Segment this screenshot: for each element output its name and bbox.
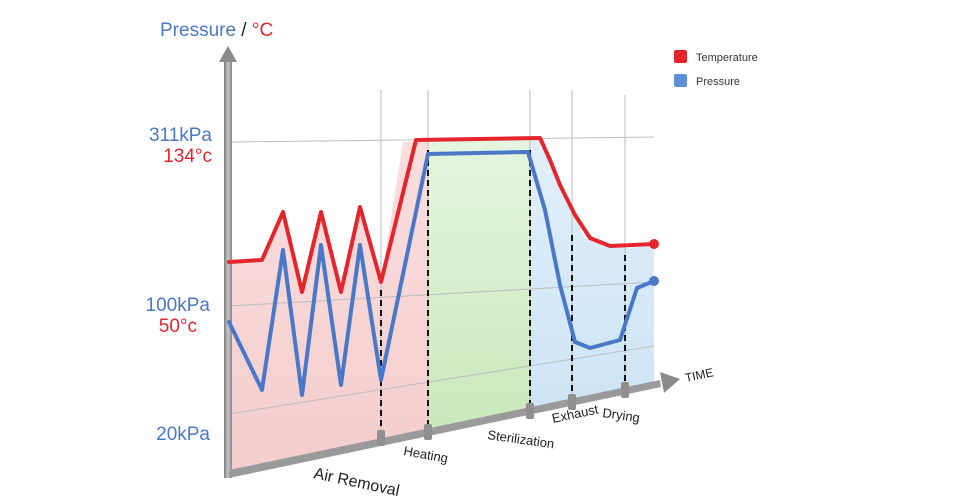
phase-dividers (380, 150, 626, 438)
y-tick-20kpa: 20kPa (156, 424, 210, 445)
y-axis (224, 58, 232, 478)
series (227, 136, 659, 397)
legend: Temperature Pressure (674, 50, 758, 88)
axes (219, 46, 680, 478)
y-tick-311kpa: 311kPa (149, 125, 212, 146)
temperature-end-marker (649, 239, 659, 249)
legend-label-pressure: Pressure (696, 76, 740, 88)
y-axis-arrow (219, 46, 237, 62)
x-axis-arrow (660, 372, 680, 393)
legend-label-temperature: Temperature (696, 52, 758, 64)
phase-air-removal: Air Removal (312, 465, 401, 500)
y-tick-134c: 134°c (163, 146, 212, 167)
title-temperature: °C (252, 20, 273, 41)
y-tick-100kpa: 100kPa (146, 295, 211, 316)
y-tick-labels: 311kPa 134°c 100kPa 50°c 20kPa (146, 125, 213, 445)
title-pressure: Pressure (160, 20, 236, 41)
phase-drying: Drying (602, 405, 641, 425)
phase-heating: Heating (402, 443, 449, 466)
heating-sterilization-region (428, 137, 530, 433)
temperature-line (227, 136, 656, 294)
pressure-line (227, 150, 656, 397)
pressure-end-marker (649, 276, 659, 286)
title-separator: / (236, 20, 252, 41)
chart-title: Pressure / °C (160, 20, 273, 41)
legend-swatch-pressure (674, 74, 687, 87)
exhaust-drying-region (530, 137, 654, 411)
legend-swatch-temperature (674, 50, 687, 63)
phase-regions (229, 137, 654, 474)
y-tick-50c: 50°c (159, 316, 197, 337)
x-axis-ticks (377, 382, 629, 446)
x-axis-label: TIME (684, 365, 715, 385)
phase-sterilization: Sterilization (487, 427, 556, 451)
x-axis (229, 380, 661, 478)
